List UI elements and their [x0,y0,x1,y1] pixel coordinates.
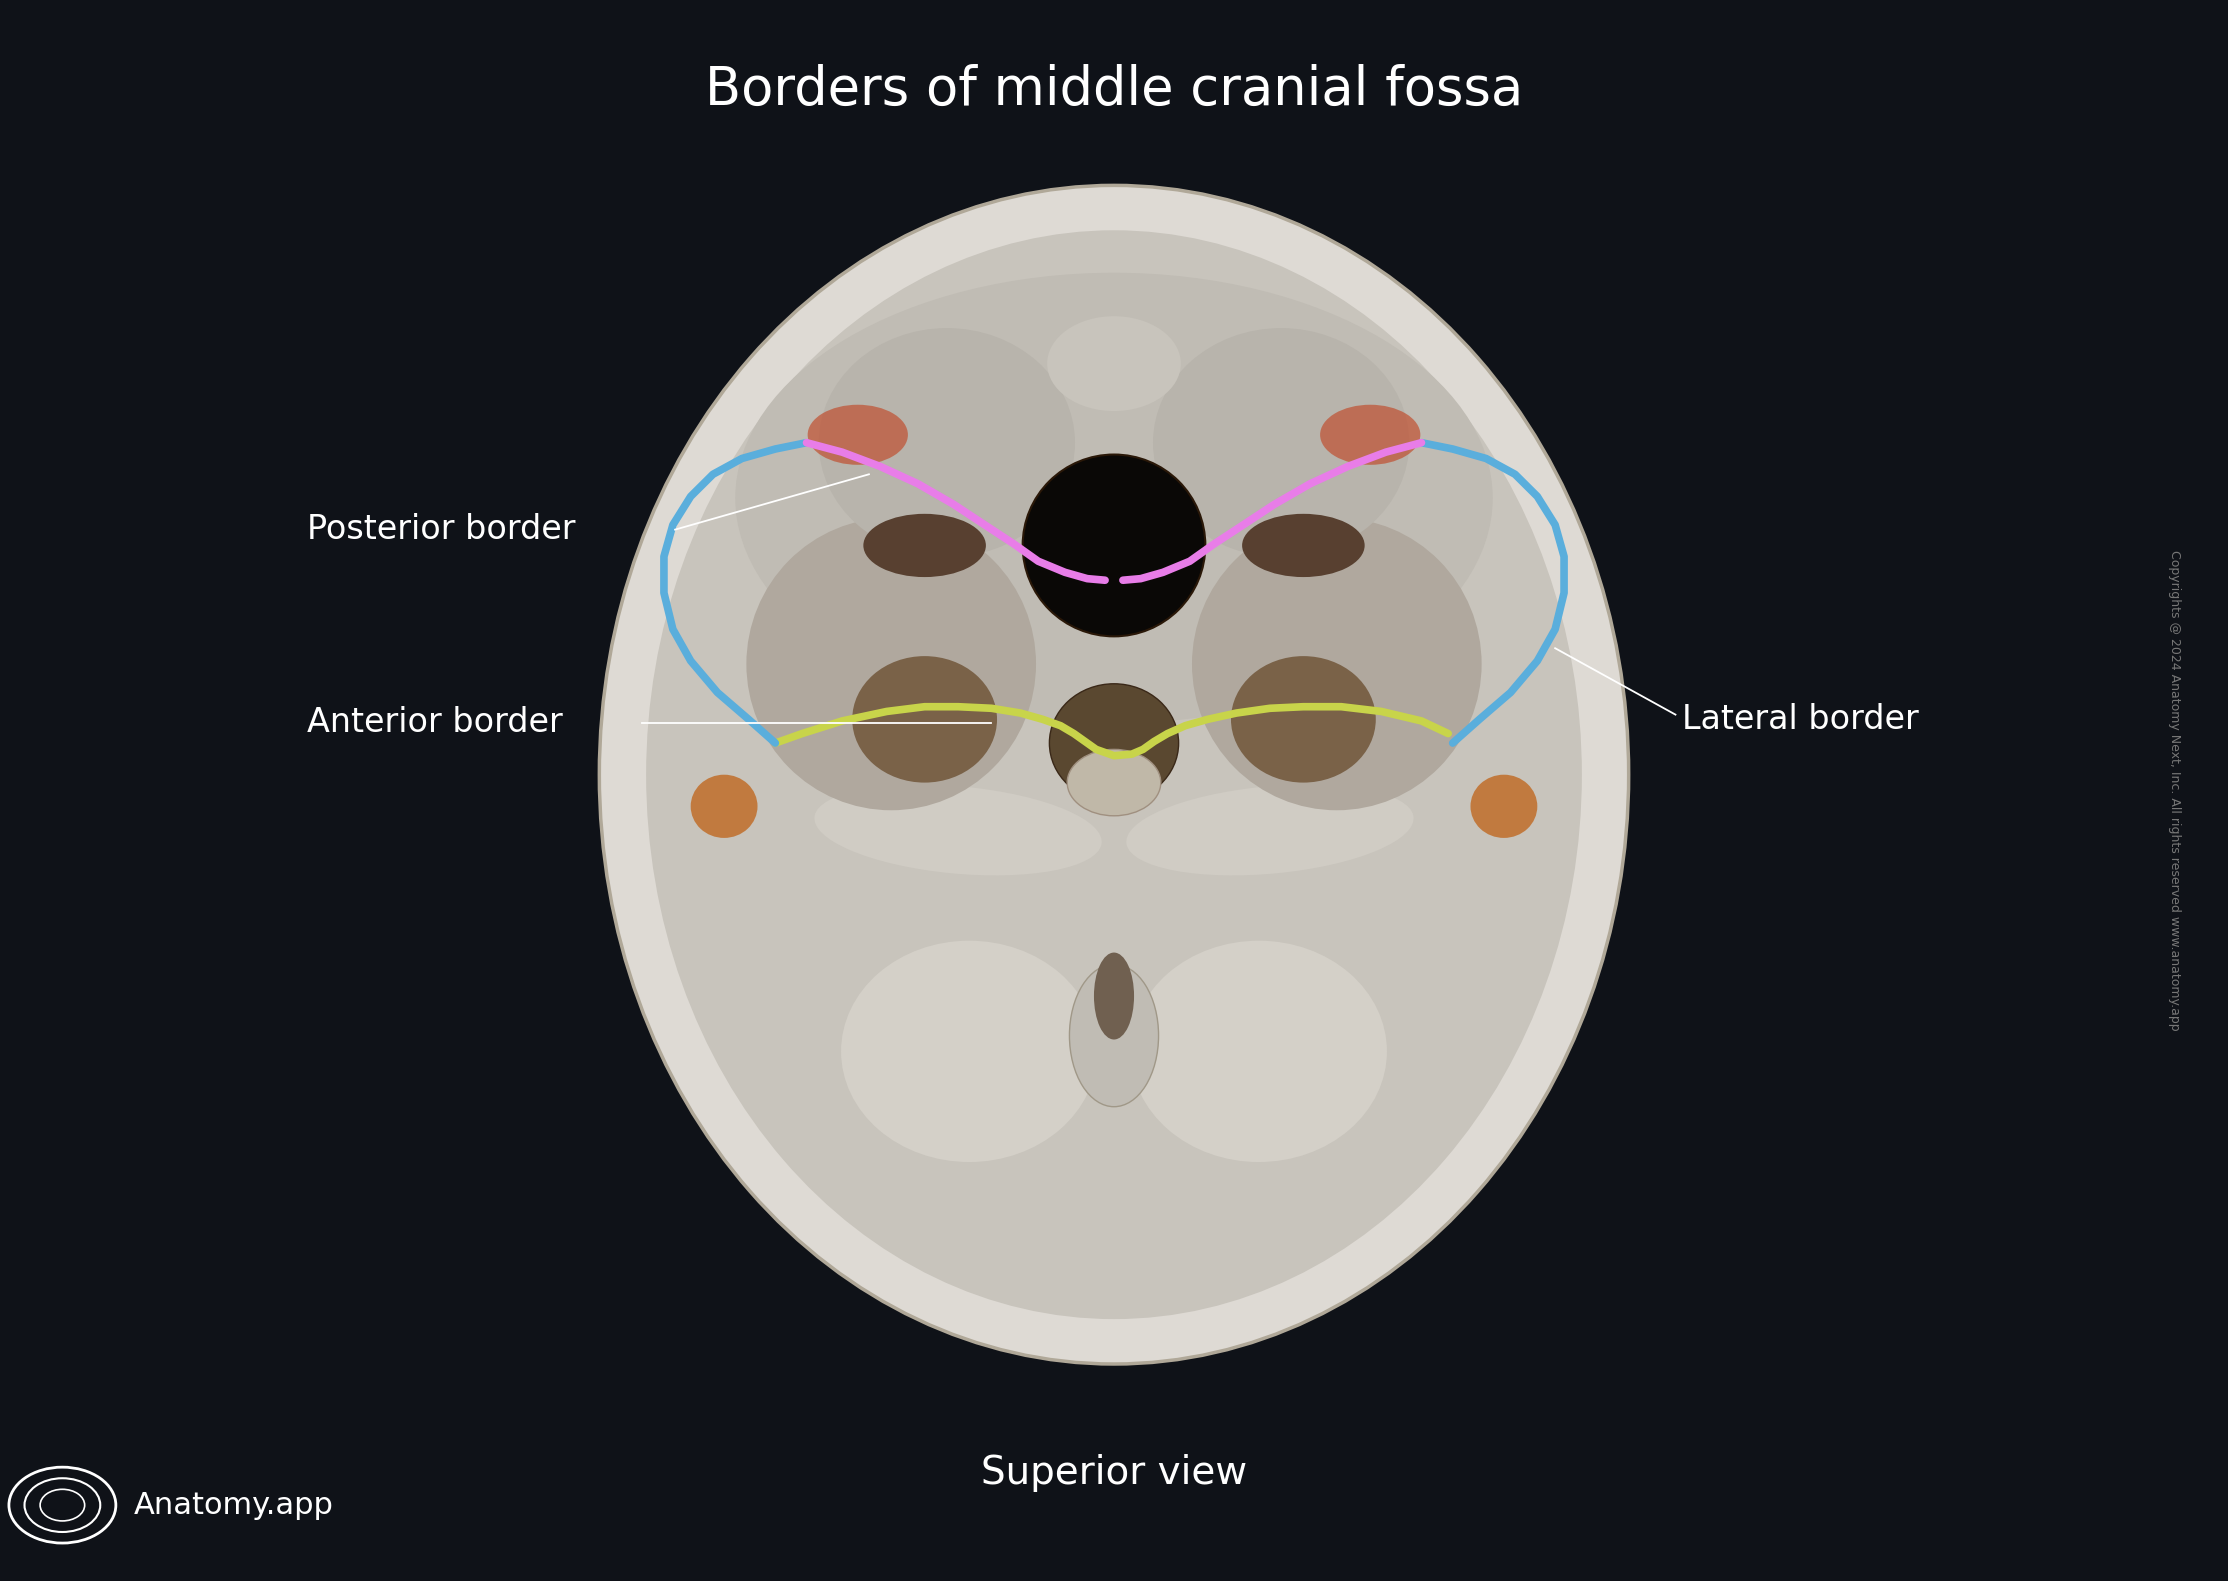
Ellipse shape [1230,656,1377,783]
Text: Copyrights @ 2024 Anatomy Next, Inc. All rights reserved www.anatomy.app: Copyrights @ 2024 Anatomy Next, Inc. All… [2168,550,2181,1031]
Ellipse shape [691,775,758,838]
Text: Lateral border: Lateral border [1682,704,1918,735]
Ellipse shape [1154,327,1410,558]
Ellipse shape [1023,455,1205,636]
Ellipse shape [1470,775,1537,838]
Ellipse shape [851,656,998,783]
Ellipse shape [1094,952,1134,1040]
Ellipse shape [1243,514,1364,577]
Ellipse shape [1049,683,1179,802]
Ellipse shape [646,231,1582,1319]
Ellipse shape [815,784,1101,876]
Text: Superior view: Superior view [980,1455,1248,1492]
Ellipse shape [1321,405,1421,465]
Ellipse shape [1047,316,1181,411]
Text: Borders of middle cranial fossa: Borders of middle cranial fossa [704,65,1524,115]
Ellipse shape [746,517,1036,809]
Ellipse shape [842,941,1096,1162]
Ellipse shape [820,327,1076,558]
Text: Posterior border: Posterior border [307,514,577,545]
Ellipse shape [1127,784,1413,876]
Ellipse shape [1192,517,1482,809]
Ellipse shape [735,272,1493,723]
Ellipse shape [1067,749,1161,816]
Text: Anatomy.app: Anatomy.app [134,1491,334,1519]
Ellipse shape [807,405,909,465]
Text: Anterior border: Anterior border [307,707,564,738]
Ellipse shape [599,185,1629,1364]
Ellipse shape [1069,964,1159,1107]
Ellipse shape [1132,941,1386,1162]
Ellipse shape [864,514,985,577]
